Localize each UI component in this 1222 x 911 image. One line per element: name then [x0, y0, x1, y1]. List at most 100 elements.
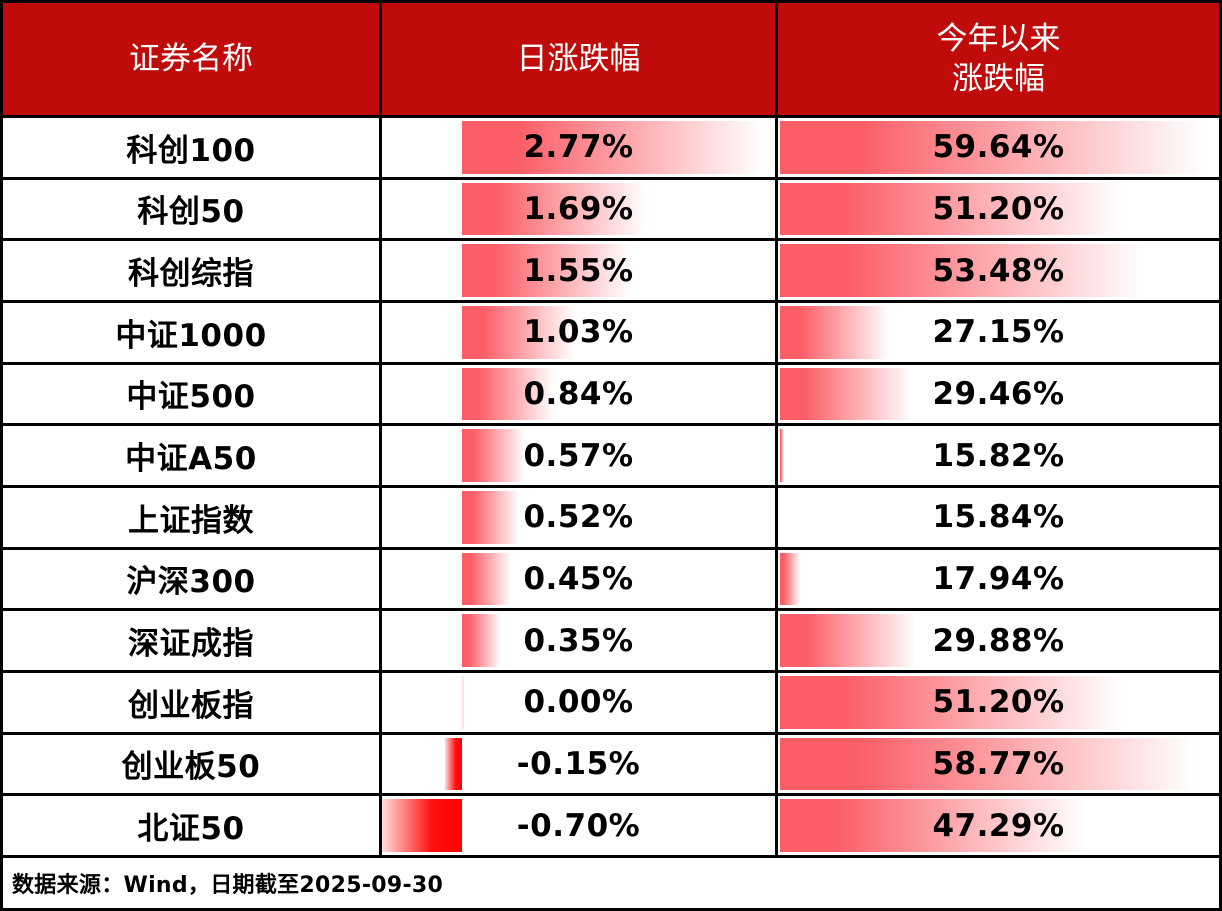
security-name: 科创50	[137, 194, 245, 231]
ytd-change-value: 29.88%	[932, 622, 1065, 659]
daily-change-value: 0.84%	[523, 375, 634, 412]
ytd-change-bar	[780, 121, 1219, 174]
ytd-change-bar	[780, 552, 802, 606]
daily-change-cell: 1.55%	[382, 241, 775, 300]
daily-change-value: 0.45%	[523, 560, 634, 597]
ytd-change-bar	[780, 244, 1159, 297]
daily-change-value: 1.69%	[523, 190, 634, 227]
daily-change-bar	[462, 676, 465, 729]
security-name: 中证1000	[115, 317, 267, 354]
daily-change-cell: 1.69%	[382, 179, 775, 239]
security-name: 中证A50	[125, 441, 257, 478]
daily-change-cell: -0.15%	[382, 734, 775, 794]
security-name-cell: 创业板指	[3, 673, 379, 732]
daily-change-bar	[462, 367, 558, 421]
ytd-change-cell: 29.88%	[778, 611, 1219, 670]
header-daily-change: 日涨跌幅	[382, 3, 775, 115]
daily-change-bar	[462, 244, 638, 297]
security-name-cell: 科创综指	[3, 241, 379, 300]
security-name-cell: 科创100	[3, 118, 379, 177]
header-security-name-label: 证券名称	[129, 40, 253, 77]
ytd-change-cell: 53.48%	[778, 241, 1219, 300]
security-name: 科创100	[126, 132, 256, 169]
ytd-change-value: 15.84%	[932, 499, 1065, 536]
security-name: 创业板指	[128, 687, 254, 724]
daily-change-bar	[462, 552, 514, 606]
header-daily-change-label: 日涨跌幅	[516, 40, 641, 77]
security-name-cell: 创业板50	[3, 734, 379, 794]
ytd-change-bar	[780, 182, 1136, 236]
daily-change-value: 1.55%	[523, 252, 634, 289]
daily-change-cell: 2.77%	[382, 118, 775, 177]
ytd-change-cell: 29.46%	[778, 364, 1219, 424]
ytd-change-cell: 27.15%	[778, 303, 1219, 362]
security-name: 中证500	[126, 379, 256, 416]
security-name-cell: 深证成指	[3, 611, 379, 670]
daily-change-bar	[462, 306, 579, 359]
ytd-change-bar	[780, 367, 918, 421]
security-name-cell: 中证500	[3, 364, 379, 424]
daily-change-cell: 0.52%	[382, 488, 775, 547]
ytd-change-value: 51.20%	[932, 684, 1065, 721]
daily-change-cell: -0.70%	[382, 796, 775, 855]
ytd-change-cell: 15.82%	[778, 426, 1219, 485]
security-name: 北证50	[137, 811, 245, 848]
daily-change-bar	[462, 614, 502, 667]
daily-change-value: 1.03%	[523, 314, 634, 351]
ytd-change-value: 59.64%	[932, 129, 1065, 166]
security-name: 上证指数	[128, 502, 254, 539]
daily-change-cell: 0.00%	[382, 673, 775, 732]
security-name-cell: 沪深300	[3, 549, 379, 609]
security-name-cell: 中证A50	[3, 426, 379, 485]
ytd-change-value: 51.20%	[932, 190, 1065, 227]
security-name-cell: 中证1000	[3, 303, 379, 362]
security-name-cell: 北证50	[3, 796, 379, 855]
daily-change-bar	[462, 429, 527, 482]
ytd-change-cell: 17.94%	[778, 549, 1219, 609]
daily-change-value: 2.77%	[523, 129, 634, 166]
daily-change-value: 0.35%	[523, 622, 634, 659]
daily-change-value: 0.00%	[523, 684, 634, 721]
daily-change-bar	[462, 121, 775, 174]
daily-change-cell: 0.35%	[382, 611, 775, 670]
daily-change-value: -0.15%	[516, 745, 641, 782]
source-note-cell: 数据来源：Wind，日期截至2025-09-30	[3, 858, 1219, 908]
header-ytd-change: 今年以来 涨跌幅	[778, 3, 1219, 115]
security-name: 创业板50	[121, 749, 261, 786]
daily-change-bar	[462, 491, 522, 544]
ytd-change-cell: 15.84%	[778, 488, 1219, 547]
security-name: 科创综指	[128, 256, 254, 293]
ytd-change-bar	[780, 676, 1136, 729]
ytd-change-cell: 47.29%	[778, 796, 1219, 855]
daily-change-cell: 1.03%	[382, 303, 775, 362]
ytd-change-bar	[780, 737, 1213, 791]
source-note: 数据来源：Wind，日期截至2025-09-30	[12, 873, 444, 898]
daily-change-cell: 0.84%	[382, 364, 775, 424]
daily-change-bar	[382, 799, 463, 852]
daily-change-value: 0.57%	[523, 437, 634, 474]
daily-change-bar	[445, 737, 463, 791]
header-ytd-change-label: 今年以来 涨跌幅	[936, 20, 1061, 97]
security-name-cell: 上证指数	[3, 488, 379, 547]
ytd-change-value: 29.46%	[932, 375, 1065, 412]
ytd-change-bar	[780, 429, 785, 482]
security-name-cell: 科创50	[3, 179, 379, 239]
ytd-change-bar	[780, 799, 1097, 852]
ytd-change-bar	[780, 306, 895, 359]
daily-change-value: 0.52%	[523, 499, 634, 536]
security-name: 深证成指	[128, 626, 254, 663]
ytd-change-cell: 51.20%	[778, 179, 1219, 239]
ytd-change-value: 58.77%	[932, 745, 1065, 782]
ytd-change-bar	[780, 614, 922, 667]
ytd-change-cell: 51.20%	[778, 673, 1219, 732]
ytd-change-cell: 58.77%	[778, 734, 1219, 794]
ytd-change-value: 53.48%	[932, 252, 1065, 289]
daily-change-value: -0.70%	[516, 807, 641, 844]
daily-change-bar	[462, 182, 654, 236]
ytd-change-cell: 59.64%	[778, 118, 1219, 177]
security-name: 沪深300	[126, 564, 256, 601]
ytd-change-value: 15.82%	[932, 437, 1065, 474]
ytd-change-value: 27.15%	[932, 314, 1065, 351]
ytd-change-value: 17.94%	[932, 560, 1065, 597]
